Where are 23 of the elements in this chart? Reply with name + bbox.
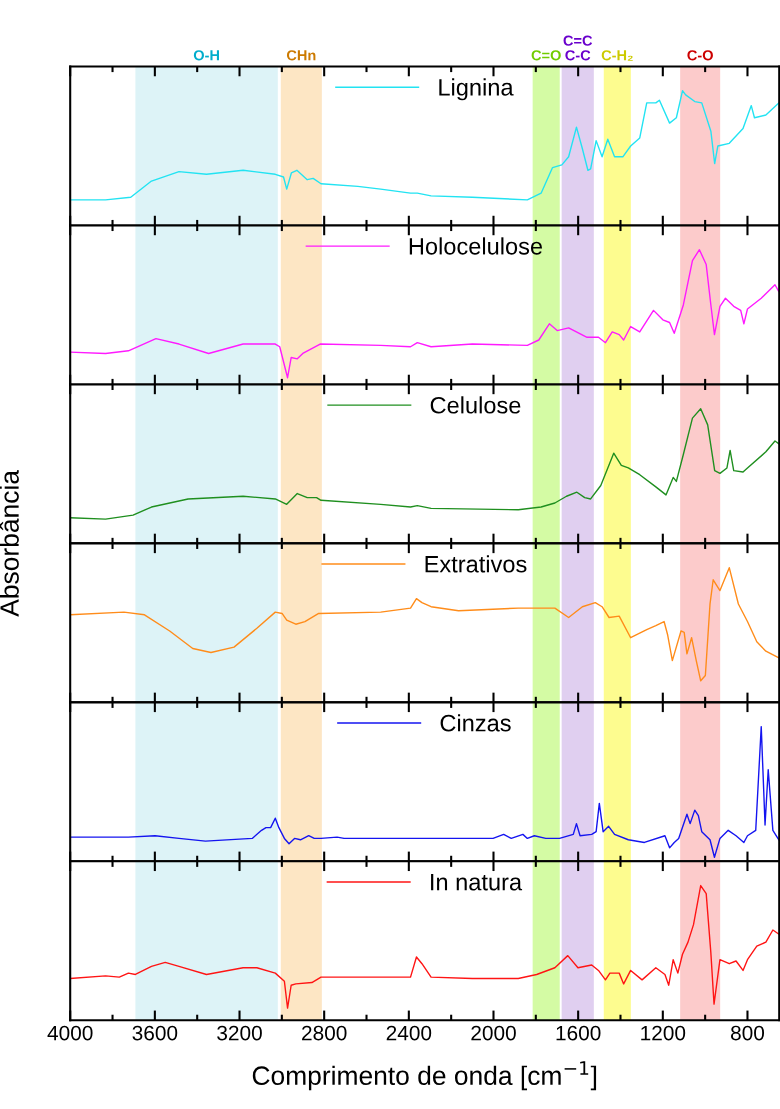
x-tick-label: 3200 [217,1025,262,1041]
legend-label: In natura [431,874,523,891]
band-label: C-H₂ [601,50,633,61]
band-label: O-H [193,50,219,61]
y-axis-title: Absorbância [0,470,19,617]
x-tick-label: 3600 [132,1025,178,1041]
x-tick-label: 2400 [386,1025,432,1041]
x-tick-label: 2800 [302,1025,347,1041]
x-axis-title: Comprimento de onda [cm$^{−1}$] [252,1061,597,1091]
x-tick-label: 4000 [47,1025,93,1041]
x-tick-label: 2000 [471,1025,516,1041]
legend-label: Lignina [439,78,514,101]
band-label: C=O [531,50,561,61]
band-label: C=C C-C [563,35,593,61]
x-tick-label: 1600 [556,1025,601,1041]
x-tick-label: 800 [731,1025,765,1041]
x-tick-label: 1200 [641,1025,686,1041]
legend-label: Cinzas [440,714,511,732]
band-label: C-O [687,50,713,61]
legend-label: Holocelulose [409,237,543,255]
band-label: CHn [286,50,316,61]
legend-label: Extrativos [425,555,527,573]
legend-label: Celulose [430,396,521,414]
